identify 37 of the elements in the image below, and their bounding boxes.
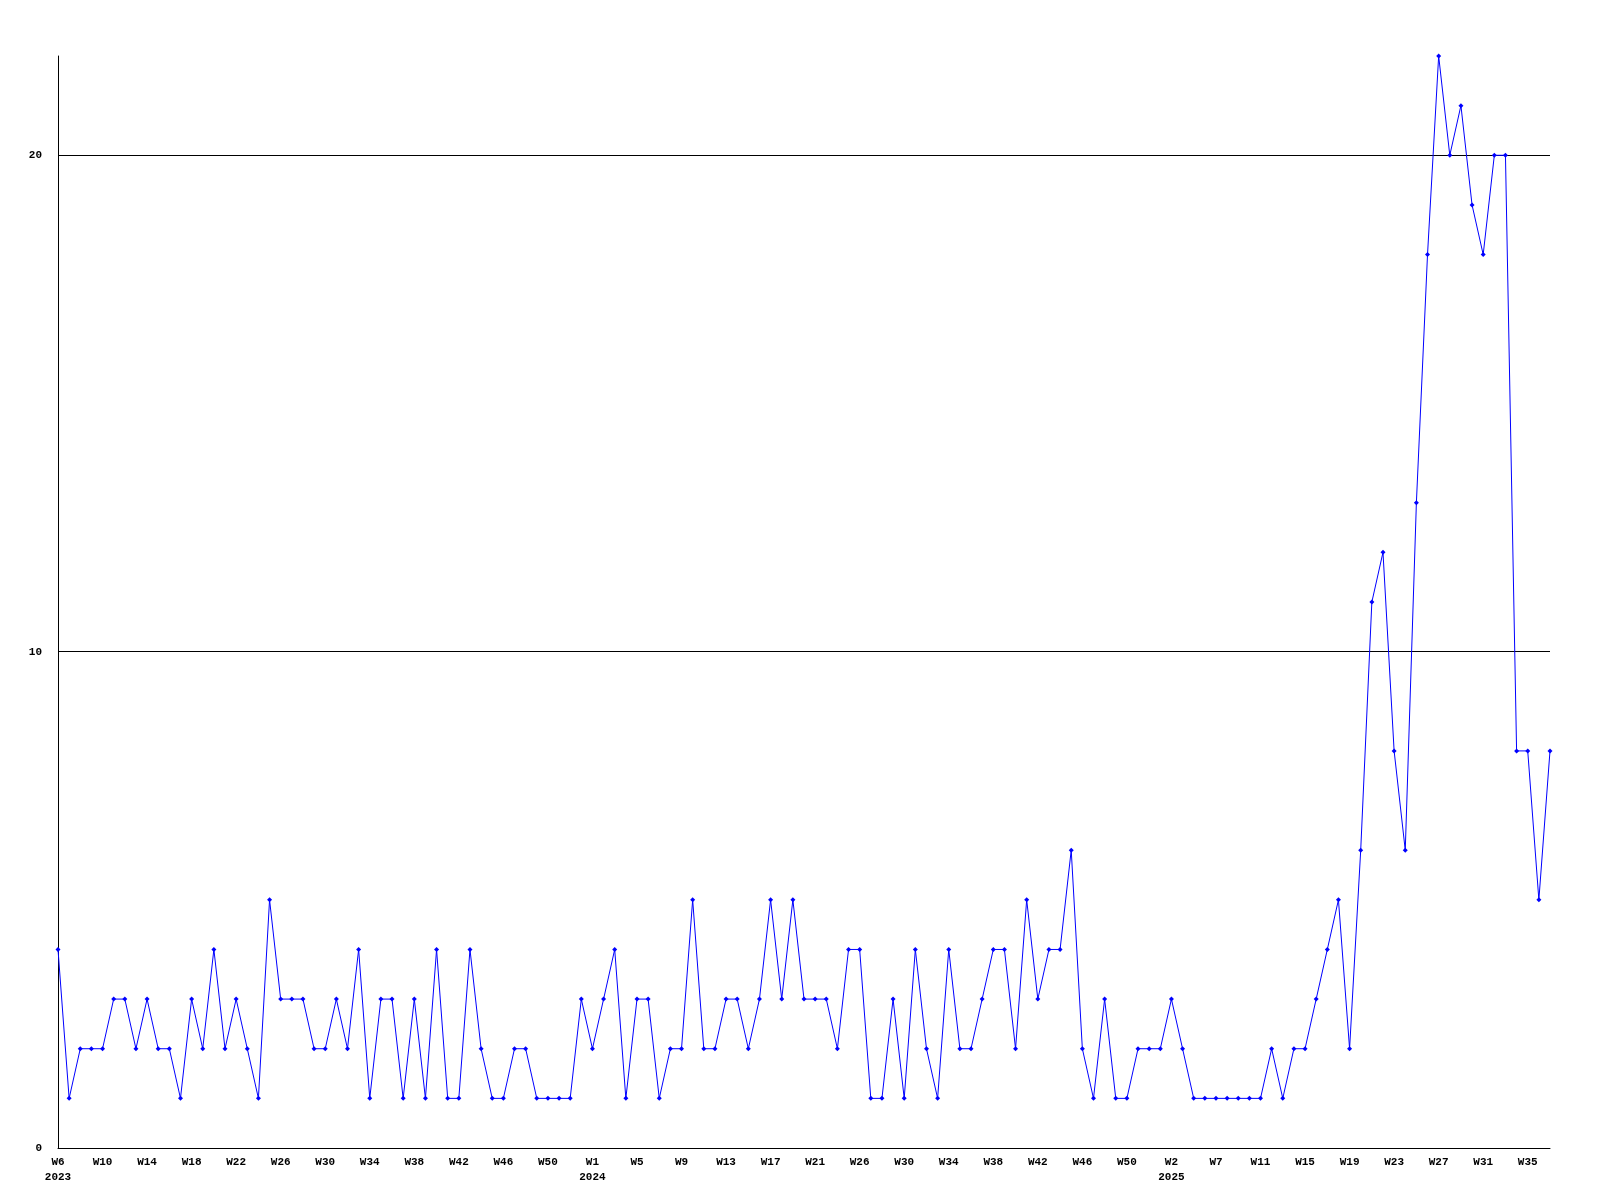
x-tick-label: W1 2024 — [579, 1155, 607, 1183]
y-tick-label: 10 — [28, 645, 42, 658]
x-tick-label: W11 — [1250, 1155, 1271, 1168]
x-tick-label: W35 — [1517, 1155, 1539, 1168]
x-tick-label: W18 — [181, 1155, 202, 1168]
y-tick-label: 20 — [28, 149, 42, 162]
x-tick-label: W5 — [630, 1155, 644, 1168]
x-tick-label: W38 — [983, 1155, 1004, 1168]
x-tick-label: W27 — [1428, 1155, 1449, 1168]
x-tick-label: W42 — [448, 1155, 469, 1168]
x-tick-label: W10 — [92, 1155, 113, 1168]
x-tick-label: W22 — [226, 1155, 247, 1168]
y-tick-label: 0 — [35, 1142, 42, 1154]
x-tick-label: W38 — [404, 1155, 425, 1168]
x-tick-label: W50 — [1116, 1155, 1137, 1168]
x-tick-label: W34 — [938, 1155, 960, 1168]
x-tick-label: W30 — [315, 1155, 336, 1168]
x-tick-label: W23 — [1384, 1155, 1405, 1168]
x-tick-label: W30 — [894, 1155, 915, 1168]
x-tick-label: W13 — [716, 1155, 737, 1168]
x-tick-label: W26 — [270, 1155, 291, 1168]
x-tick-label: W26 — [849, 1155, 870, 1168]
x-tick-label: W21 — [805, 1155, 826, 1168]
x-tick-label: W19 — [1339, 1155, 1360, 1168]
x-tick-label: W14 — [137, 1155, 158, 1168]
x-tick-label: W34 — [359, 1155, 381, 1168]
x-tick-label: W46 — [1072, 1155, 1093, 1168]
x-tick-label: W2 2025 — [1158, 1155, 1186, 1183]
x-tick-label: W50 — [538, 1155, 558, 1168]
x-tick-label: W31 — [1473, 1155, 1494, 1168]
x-tick-label: W15 — [1295, 1155, 1316, 1168]
x-tick-label: W6 2023 — [44, 1155, 72, 1183]
x-tick-label: W7 — [1209, 1155, 1223, 1168]
x-tick-label: W42 — [1027, 1155, 1048, 1168]
x-tick-label: W46 — [493, 1155, 514, 1168]
x-tick-label: W17 — [760, 1155, 781, 1168]
x-tick-label: W9 — [674, 1155, 689, 1168]
